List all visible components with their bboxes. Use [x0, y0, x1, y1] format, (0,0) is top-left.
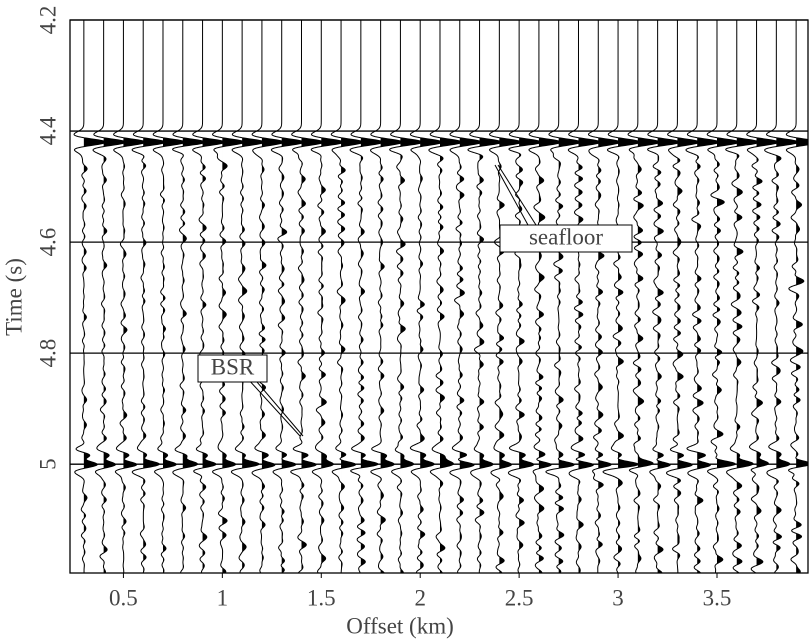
x-tick-label: 3 [612, 585, 624, 610]
trace [665, 20, 701, 573]
annotation: seafloor [529, 224, 603, 249]
trace-fill [776, 20, 799, 573]
y-tick-label: 5 [35, 458, 60, 470]
trace-fill [736, 20, 759, 573]
trace [602, 20, 641, 573]
plot-frame [69, 19, 809, 574]
x-tick-label: 0.5 [109, 585, 138, 610]
y-tick-label: 4.8 [35, 339, 60, 368]
trace [746, 20, 780, 573]
trace [389, 20, 424, 573]
pointer [497, 164, 537, 226]
x-tick-label: 3.5 [703, 585, 732, 610]
trace [587, 20, 621, 573]
trace [230, 20, 265, 573]
x-tick-label: 2.5 [505, 585, 534, 610]
trace [467, 20, 503, 573]
trace [706, 20, 740, 573]
trace-fill [162, 20, 185, 573]
trace [725, 20, 760, 573]
y-tick-label: 4.6 [35, 228, 60, 257]
trace [685, 20, 720, 573]
x-tick-label: 2 [414, 585, 426, 610]
x-axis-title: Offset (km) [346, 613, 454, 638]
trace [171, 20, 206, 573]
annotation-box [197, 354, 268, 383]
trace [251, 20, 285, 573]
trace [507, 20, 542, 573]
trace [92, 20, 127, 573]
trace-fill [637, 20, 660, 573]
pointer [494, 164, 529, 226]
trace [211, 20, 246, 573]
trace-fill [439, 20, 462, 573]
trace-fill [400, 20, 423, 573]
trace [764, 20, 800, 573]
trace [370, 20, 404, 573]
x-tick-label: 1.5 [307, 585, 336, 610]
trace [330, 20, 364, 573]
trace [290, 20, 325, 573]
trace-fill [321, 20, 344, 573]
trace [785, 20, 808, 573]
trace-fill [103, 20, 126, 573]
trace [488, 20, 523, 573]
x-tick-label: 1 [217, 585, 229, 610]
trace [131, 20, 166, 573]
trace-fill [657, 20, 680, 573]
trace-fill [242, 20, 265, 573]
trace-fill [519, 20, 542, 573]
trace [192, 20, 226, 573]
trace [310, 20, 344, 573]
trace-fill [796, 20, 808, 573]
trace-fill [360, 20, 383, 573]
trace [152, 20, 186, 573]
trace [567, 20, 602, 573]
trace [113, 20, 147, 573]
annotation: BSR [211, 354, 255, 379]
y-axis-title: Time (s) [1, 258, 26, 336]
trace [73, 20, 107, 573]
annotation-box [499, 224, 633, 253]
trace-fill [261, 20, 284, 573]
y-tick-label: 4.4 [35, 116, 60, 145]
trace [627, 20, 661, 573]
trace-fill [558, 20, 581, 573]
trace [349, 20, 384, 573]
trace [409, 20, 443, 573]
trace [428, 20, 463, 573]
trace [545, 20, 582, 573]
plot-area [73, 20, 808, 573]
trace-fill [301, 20, 324, 573]
y-tick-label: 4.2 [35, 6, 60, 35]
trace-fill [143, 20, 166, 573]
trace [528, 20, 562, 573]
trace-fill [697, 20, 720, 573]
trace-fill [618, 20, 641, 573]
trace [449, 20, 483, 573]
trace-fill [202, 20, 225, 573]
trace [270, 20, 305, 573]
trace [647, 20, 681, 573]
